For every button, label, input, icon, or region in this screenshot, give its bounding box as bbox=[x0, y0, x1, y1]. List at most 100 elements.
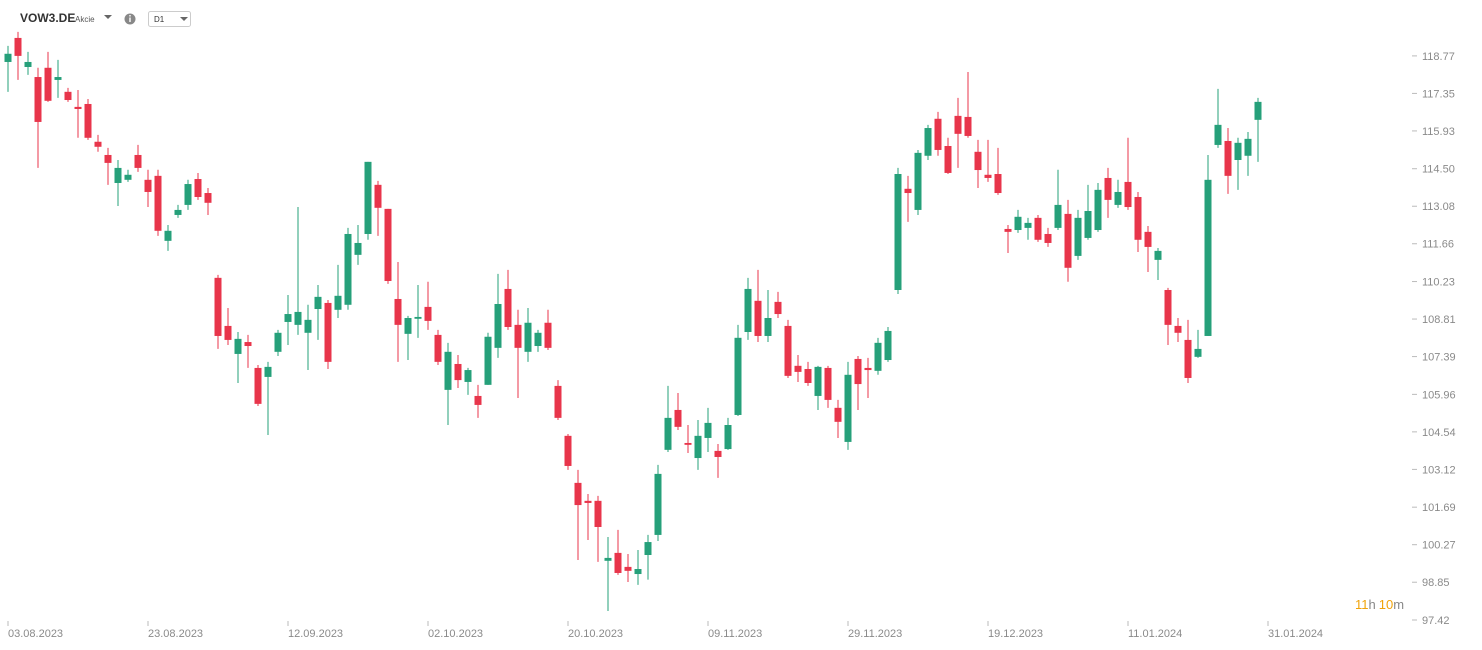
candle-body bbox=[1254, 101, 1262, 120]
candle-body bbox=[154, 175, 162, 231]
candle-body bbox=[804, 368, 812, 383]
candle-body bbox=[974, 151, 982, 171]
candle-body bbox=[794, 365, 802, 372]
candle-body bbox=[414, 316, 422, 319]
countdown-hours: 11 bbox=[1355, 597, 1369, 612]
candle-body bbox=[684, 442, 692, 445]
candle-body bbox=[524, 322, 532, 352]
candle-body bbox=[234, 338, 242, 354]
candle-body bbox=[44, 67, 52, 101]
candle-body bbox=[214, 277, 222, 336]
candle-body bbox=[334, 295, 342, 310]
candle-body bbox=[1074, 217, 1082, 256]
y-tick-label: 107.39 bbox=[1422, 351, 1456, 363]
y-tick-label: 97.42 bbox=[1422, 615, 1450, 627]
candle-body bbox=[1234, 142, 1242, 160]
candle-body bbox=[1144, 231, 1152, 247]
candle-body bbox=[1044, 233, 1052, 243]
y-tick-label: 117.35 bbox=[1422, 88, 1455, 100]
y-tick-label: 105.96 bbox=[1422, 389, 1456, 401]
candle-body bbox=[774, 301, 782, 315]
candle-body bbox=[264, 366, 272, 377]
candle-body bbox=[824, 367, 832, 400]
candle-body bbox=[14, 37, 22, 56]
candle-body bbox=[874, 342, 882, 371]
candle-body bbox=[644, 542, 652, 556]
candle-body bbox=[134, 154, 142, 168]
candle-body bbox=[74, 106, 82, 110]
candle-body bbox=[314, 296, 322, 310]
candle-body bbox=[1224, 140, 1232, 176]
candle-body bbox=[354, 242, 362, 255]
candle-body bbox=[114, 167, 122, 183]
candle-body bbox=[594, 500, 602, 527]
candle-body bbox=[784, 325, 792, 376]
candle-body bbox=[754, 300, 762, 336]
candle-body bbox=[394, 298, 402, 325]
candle-body bbox=[634, 569, 642, 575]
candle-body bbox=[844, 374, 852, 442]
header: VOW3.DE Akcie D1 bbox=[20, 11, 191, 27]
y-tick-label: 118.77 bbox=[1422, 51, 1455, 63]
candle-body bbox=[894, 173, 902, 290]
candle-body bbox=[1014, 216, 1022, 231]
info-icon-glyph bbox=[129, 17, 131, 22]
candle-body bbox=[124, 174, 132, 180]
interval-select[interactable] bbox=[148, 11, 191, 27]
candle-body bbox=[944, 145, 952, 173]
candle-body bbox=[64, 91, 72, 101]
candle-body bbox=[1154, 250, 1162, 260]
candle-body bbox=[374, 184, 382, 208]
y-tick-label: 114.50 bbox=[1422, 164, 1455, 176]
x-tick-label: 11.01.2024 bbox=[1128, 628, 1182, 640]
candle-body bbox=[1034, 217, 1042, 240]
candle-body bbox=[194, 179, 202, 197]
candle-body bbox=[34, 77, 42, 122]
symbol-dropdown[interactable] bbox=[104, 15, 112, 19]
candle-body bbox=[1164, 289, 1172, 325]
candle-body bbox=[604, 557, 612, 561]
candle-body bbox=[694, 435, 702, 459]
y-tick-label: 101.69 bbox=[1422, 502, 1456, 514]
candle-body bbox=[624, 566, 632, 571]
candle-body bbox=[474, 395, 482, 405]
y-tick-label: 100.27 bbox=[1422, 540, 1456, 552]
candle-body bbox=[1184, 339, 1192, 378]
info-icon-glyph bbox=[129, 15, 131, 17]
x-tick-label: 09.11.2023 bbox=[708, 628, 762, 640]
candle-body bbox=[1194, 348, 1202, 357]
x-tick-label: 03.08.2023 bbox=[8, 628, 63, 640]
interval-dropdown bbox=[180, 17, 188, 21]
candle-body bbox=[544, 322, 552, 348]
candle-body bbox=[914, 152, 922, 210]
candle-body bbox=[144, 179, 152, 192]
candle-body bbox=[884, 330, 892, 361]
candle-body bbox=[384, 208, 392, 282]
candle-body bbox=[834, 407, 842, 422]
candle-body bbox=[984, 174, 992, 178]
interval-value: D1 bbox=[154, 15, 165, 24]
candle-body bbox=[24, 61, 32, 67]
candle-body bbox=[764, 317, 772, 336]
y-tick-label: 111.66 bbox=[1422, 239, 1454, 251]
candle-body bbox=[1024, 222, 1032, 228]
candle-body bbox=[674, 409, 682, 427]
candle-body bbox=[714, 450, 722, 457]
instrument-type: Akcie bbox=[75, 15, 95, 24]
candle-body bbox=[744, 288, 752, 333]
candle-body bbox=[1204, 179, 1212, 336]
candle-body bbox=[994, 173, 1002, 194]
candle-body bbox=[514, 324, 522, 348]
candle-body bbox=[564, 435, 572, 466]
candle-body bbox=[1064, 213, 1072, 268]
candle-body bbox=[704, 422, 712, 438]
y-tick-label: 98.85 bbox=[1422, 577, 1450, 589]
candle-body bbox=[504, 288, 512, 327]
candle-body bbox=[1174, 325, 1182, 333]
countdown-minutes: 10 bbox=[1379, 597, 1393, 612]
x-tick-label: 31.01.2024 bbox=[1268, 628, 1323, 640]
candle-body bbox=[1104, 177, 1112, 200]
candle-body bbox=[84, 103, 92, 138]
candle-body bbox=[444, 351, 452, 390]
